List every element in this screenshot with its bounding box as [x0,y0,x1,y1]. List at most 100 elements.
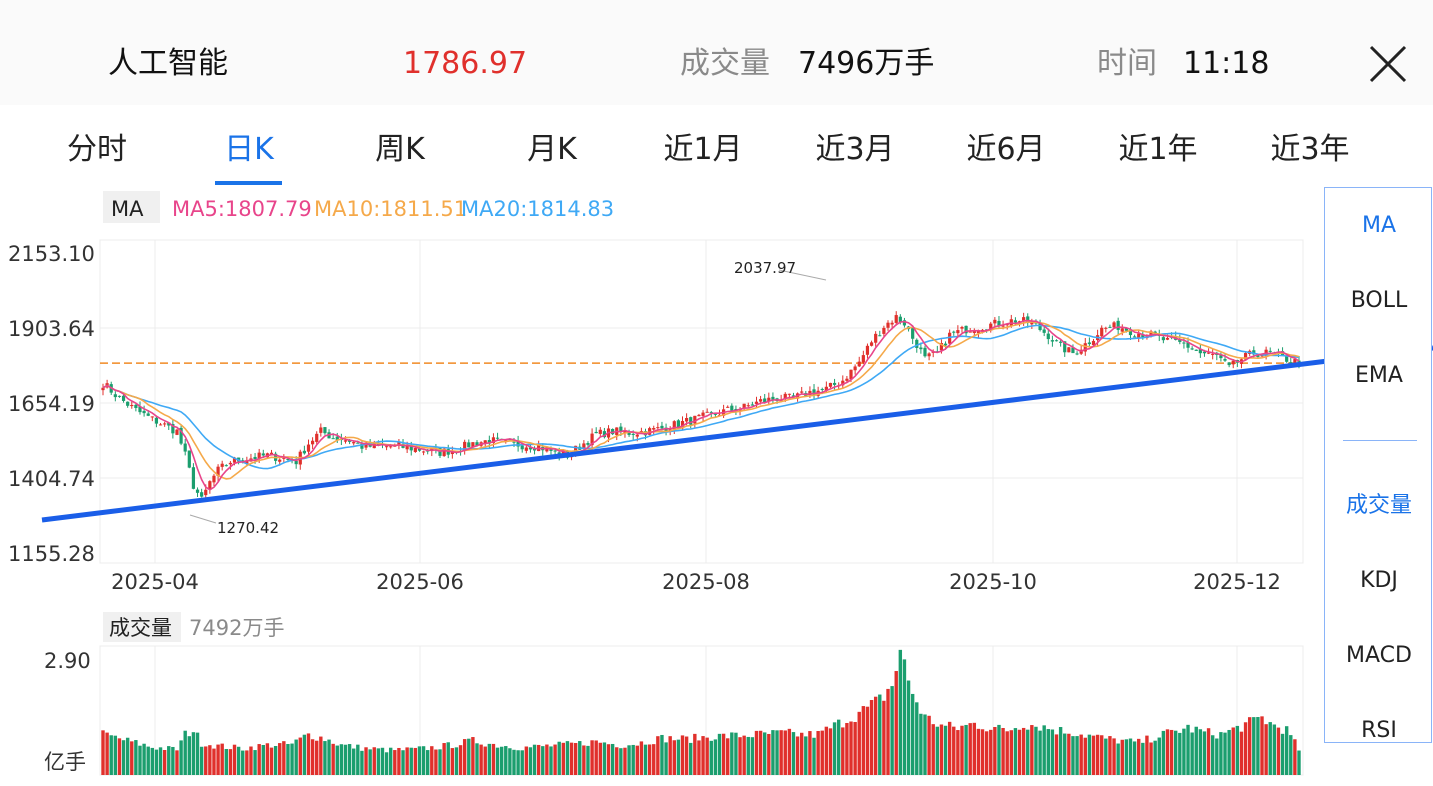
volume-bar [598,742,603,775]
volume-bar [1046,729,1050,775]
volume-bar [1079,734,1083,775]
volume-bar [417,746,422,775]
indicator-panel: MA BOLL EMA 成交量 KDJ MACD RSI [1324,187,1432,743]
volume-bar [923,714,927,775]
ma-label-box [103,191,160,223]
volume-bar [1063,733,1067,775]
volume-bar [1210,735,1215,775]
volume-bar [684,736,689,775]
candle-body [701,412,705,416]
candle-body [660,425,664,429]
indicator-ma[interactable]: MA [1361,213,1397,238]
volume-bar [1095,734,1100,775]
candle-body [1017,321,1022,323]
volume-bar [125,737,130,775]
volume-bar [952,726,956,775]
y-tick-label: 1155.28 [8,542,95,566]
volume-bar [1026,729,1030,775]
volume-bar [1264,724,1268,775]
tab-daily-k[interactable]: 日K [224,132,274,167]
volume-bar [738,737,742,775]
volume-bar [1116,743,1120,775]
volume-bar [158,747,163,775]
tab-weekly-k[interactable]: 周K [375,132,425,167]
volume-bar [1137,738,1141,775]
tab-6-months[interactable]: 近6月 [966,132,1046,167]
volume-bar [208,745,212,775]
tab-monthly-k[interactable]: 月K [527,132,577,167]
candle-body [216,466,220,477]
candle-body [890,322,894,325]
candle-body [713,413,717,415]
sub-indicator-kdj[interactable]: KDJ [1360,568,1398,593]
y-tick-label: 2153.10 [8,242,95,266]
volume-bar [832,722,837,775]
tab-intraday[interactable]: 分时 [67,132,127,167]
volume-bar [1108,736,1112,775]
volume-bar [430,746,434,775]
volume-bar [220,743,224,775]
volume-bar [1083,737,1087,775]
volume-bar [397,747,401,775]
candle-body [1005,324,1009,326]
volume-value: 7496万手 [798,46,935,81]
candle-body [956,330,960,334]
volume-bar [520,750,524,775]
candle-body [800,391,804,393]
volume-bar [479,744,483,775]
tab-3-years[interactable]: 近3年 [1270,132,1350,167]
candle-body [1219,355,1223,359]
volume-bar [1112,738,1116,775]
candle-body [191,467,196,489]
candle-body [911,328,915,339]
candle-body [364,442,368,448]
candle-body [869,342,874,346]
tab-3-months[interactable]: 近3月 [815,132,895,167]
volume-bar [898,649,903,775]
volume-bar [1178,732,1182,775]
volume-bar [421,746,426,775]
tab-1-year[interactable]: 近1年 [1118,132,1198,167]
candle-body [245,460,249,464]
time-value: 11:18 [1183,46,1270,81]
candle-body [865,345,870,355]
ma20-line [102,324,1300,470]
indicator-boll[interactable]: BOLL [1350,288,1408,313]
volume-bar [849,721,853,775]
volume-bar [467,738,471,775]
candle-body [343,440,348,442]
volume-bar [487,743,492,775]
candle-body [1030,321,1034,325]
volume-bar [878,694,882,775]
candle-body [257,452,261,459]
candle-body [586,443,590,445]
volume-bar [446,742,450,775]
volume-bar [512,749,516,775]
candle-body [693,415,697,424]
volume-bar [972,722,977,775]
volume-bar [142,743,146,775]
volume-bar [943,725,948,775]
indicator-ema[interactable]: EMA [1355,363,1403,388]
volume-bar [680,735,685,775]
volume-bar [915,702,919,775]
candle-body [602,431,607,438]
candle-body [952,331,956,333]
volume-bar [1128,738,1133,775]
volume-bar [298,737,302,775]
candle-body [356,442,360,444]
volume-bar [364,747,368,775]
candle-body [1285,356,1289,362]
candle-body [528,447,533,450]
tab-1-month[interactable]: 近1月 [663,132,743,167]
candle-body [352,442,356,444]
candle-body [820,388,824,390]
candle-body [101,387,105,391]
sub-indicator-rsi[interactable]: RSI [1361,718,1397,743]
close-button[interactable] [1368,44,1408,84]
sub-indicator-macd[interactable]: MACD [1346,643,1412,668]
candle-body [643,431,648,436]
candle-body [886,322,890,328]
sub-indicator-volume[interactable]: 成交量 [1345,493,1412,518]
